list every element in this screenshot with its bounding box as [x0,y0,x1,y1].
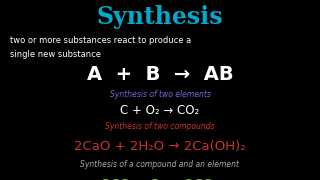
Text: A  +  B  →  AB: A + B → AB [87,65,233,84]
Text: C + O₂ → CO₂: C + O₂ → CO₂ [120,104,200,117]
Text: Synthesis of two elements: Synthesis of two elements [109,90,211,99]
Text: Synthesis of a compound and an element: Synthesis of a compound and an element [81,160,239,169]
Text: Synthesis: Synthesis [97,5,223,29]
Text: single new substance: single new substance [10,50,100,59]
Text: two or more substances react to produce a: two or more substances react to produce … [10,36,191,45]
Text: 2CO + O₂ → 2CO₂: 2CO + O₂ → 2CO₂ [101,178,219,180]
Text: 2CaO + 2H₂O → 2Ca(OH)₂: 2CaO + 2H₂O → 2Ca(OH)₂ [74,140,246,153]
Text: Synthesis of two compounds: Synthesis of two compounds [105,122,215,131]
